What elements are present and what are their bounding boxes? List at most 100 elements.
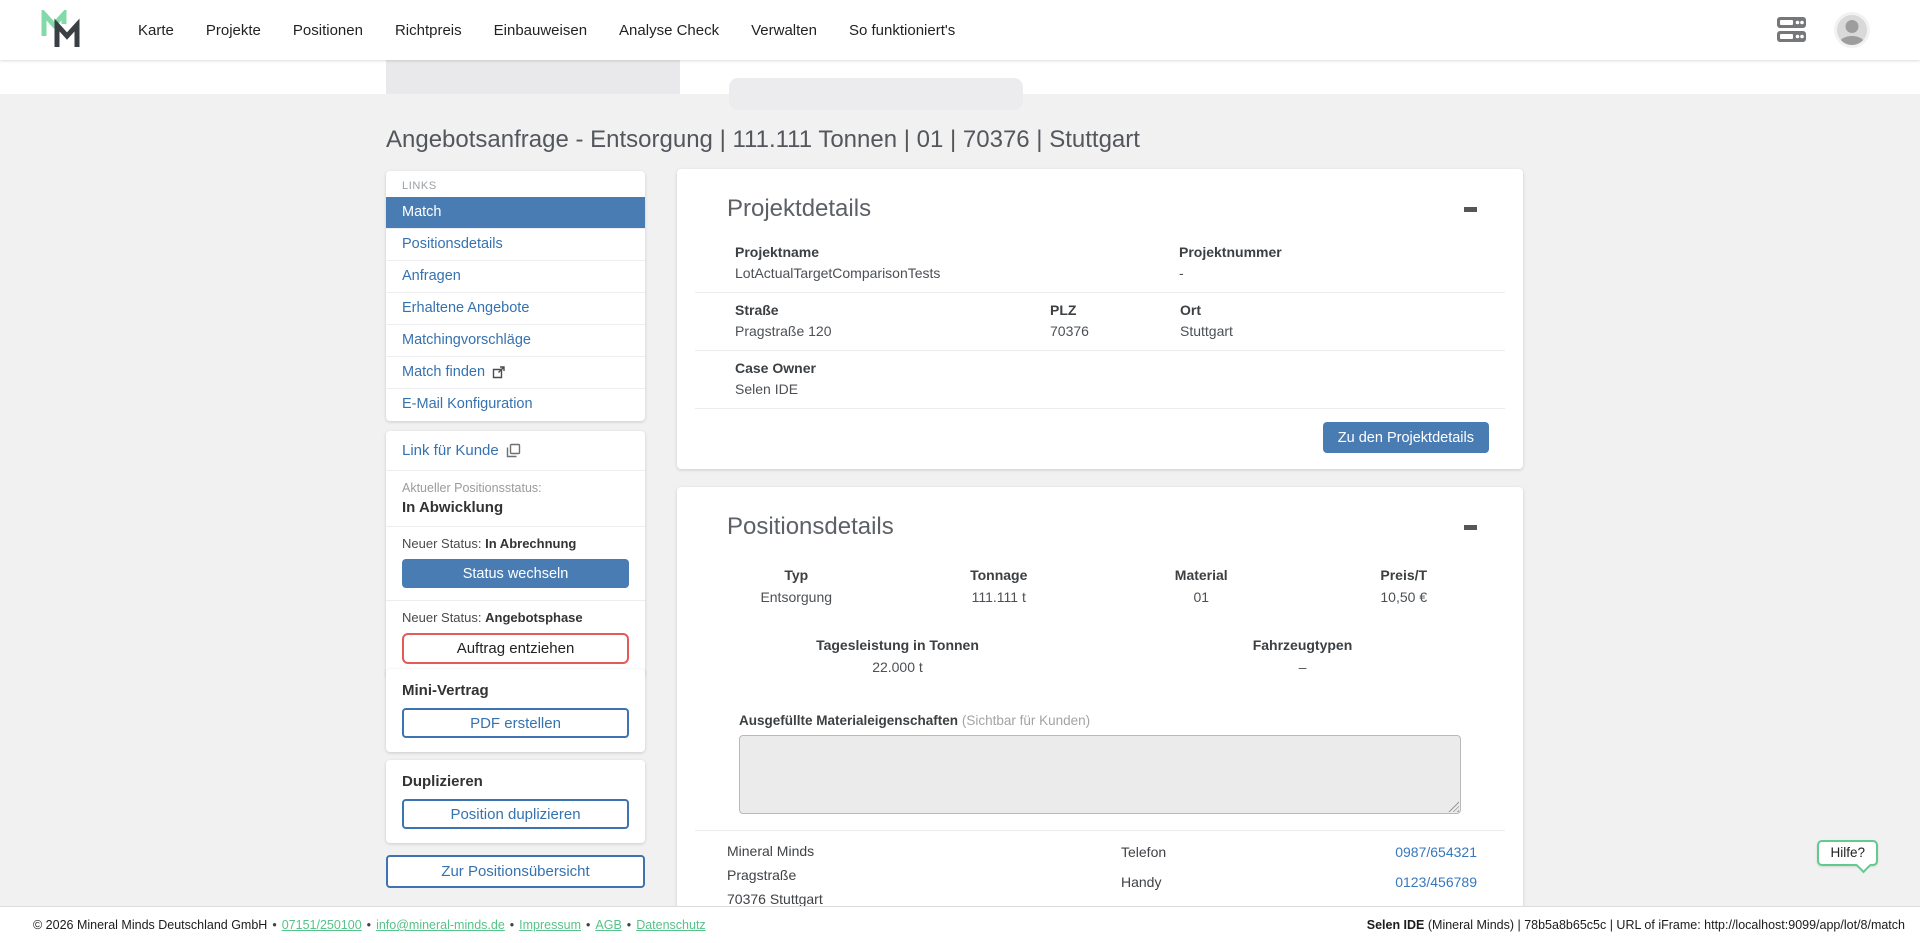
separator-dot: • [509, 918, 515, 932]
footer-session-info: Selen IDE (Mineral Minds) | 78b5a8b65c5c… [1367, 918, 1905, 932]
help-button[interactable]: Hilfe? [1817, 840, 1878, 866]
phone-label: Telefon [1121, 844, 1167, 860]
session-details: (Mineral Minds) | 78b5a8b65c5c | URL of … [1424, 918, 1905, 932]
contact-company: Mineral Minds [727, 843, 815, 859]
collapse-positionsdetails-button[interactable] [1462, 519, 1479, 536]
footer-agb-link[interactable]: AGB [595, 918, 622, 932]
nav-item-einbauweisen[interactable]: Einbauweisen [493, 21, 588, 39]
sidebar-item-label: E-Mail Konfiguration [402, 396, 533, 412]
divider [386, 600, 645, 601]
auftrag-entziehen-button[interactable]: Auftrag entziehen [402, 633, 629, 664]
projektdetails-card: Projektdetails Projektname LotActualTarg… [677, 169, 1523, 469]
project-row-3: Case Owner Selen IDE [677, 351, 1523, 408]
tonnage-cell: Tonnage 111.111 t [898, 567, 1101, 605]
sidebar-item-label: Match [402, 204, 442, 220]
case-owner-label: Case Owner [735, 360, 816, 376]
page-title: Angebotsanfrage - Entsorgung | 111.111 T… [386, 126, 1140, 154]
sidebar-item-label: Match finden [402, 364, 486, 380]
mobile-link[interactable]: 0123/456789 [1395, 874, 1477, 890]
sidebar-item-match-finden[interactable]: Match finden [386, 356, 645, 388]
contact-city: 70376 Stuttgart [727, 891, 823, 906]
pdf-erstellen-button[interactable]: PDF erstellen [402, 708, 629, 738]
project-row-1: Projektname LotActualTargetComparisonTes… [677, 235, 1523, 292]
sidebar-item-anfragen[interactable]: Anfragen [386, 260, 645, 292]
material-properties-label: Ausgefüllte Materialeigenschaften [739, 713, 959, 728]
contact-mobile-row: Handy 0123/456789 [1121, 874, 1477, 890]
material-properties-label-row: Ausgefüllte Materialeigenschaften (Sicht… [739, 713, 1461, 728]
preis-label: Preis/T [1380, 567, 1428, 583]
preis-value: 10,50 € [1380, 589, 1428, 605]
sidebar-item-email-konfiguration[interactable]: E-Mail Konfiguration [386, 388, 645, 420]
session-user: Selen IDE [1366, 918, 1425, 932]
customer-link[interactable]: Link für Kunde [386, 431, 645, 470]
footer-datenschutz-link[interactable]: Datenschutz [636, 918, 706, 932]
nav-right-icons [1774, 12, 1870, 48]
footer-email-link[interactable]: info@mineral-minds.de [376, 918, 505, 932]
current-status-value: In Abwicklung [402, 499, 504, 516]
tagesleistung-label: Tagesleistung in Tonnen [816, 637, 979, 653]
nav-menu: Karte Projekte Positionen Richtpreis Ein… [138, 22, 955, 39]
status-wechseln-button[interactable]: Status wechseln [402, 559, 629, 588]
ort-value: Stuttgart [1180, 323, 1233, 339]
sidebar-item-match[interactable]: Match [386, 197, 645, 228]
position-summary-row-2: Tagesleistung in Tonnen 22.000 t Fahrzeu… [695, 637, 1505, 675]
sidebar-item-erhaltene-angebote[interactable]: Erhaltene Angebote [386, 292, 645, 324]
plz-value: 70376 [1050, 323, 1089, 339]
mini-vertrag-card: Mini-Vertrag PDF erstellen [386, 669, 645, 752]
user-avatar-icon[interactable] [1834, 12, 1870, 48]
next-status-value: Angebotsphase [485, 610, 583, 625]
footer-phone-link[interactable]: 07151/250100 [281, 918, 362, 932]
positionsdetails-card: Positionsdetails Typ Entsorgung Tonnage … [677, 487, 1523, 906]
contact-address: Mineral Minds Pragstraße 70376 Stuttgart [727, 843, 1121, 906]
nav-item-so-funktionierts[interactable]: So funktioniert's [848, 21, 956, 39]
duplizieren-title: Duplizieren [402, 773, 483, 790]
tonnage-value: 111.111 t [971, 589, 1026, 605]
card-reader-icon[interactable] [1774, 16, 1808, 44]
duplizieren-card: Duplizieren Position duplizieren [386, 760, 645, 843]
fahrzeugtypen-cell: Fahrzeugtypen – [1100, 637, 1505, 675]
links-card-title: LINKS [402, 180, 437, 192]
material-properties-field-wrap [739, 735, 1461, 814]
sidebar-item-matchingvorschlaege[interactable]: Matchingvorschläge [386, 324, 645, 356]
projektname-label: Projektname [735, 244, 820, 260]
divider [695, 408, 1505, 409]
minus-icon [1464, 524, 1477, 530]
zu-den-projektdetails-button[interactable]: Zu den Projektdetails [1322, 422, 1489, 453]
content-area: Angebotsanfrage - Entsorgung | 111.111 T… [0, 94, 1920, 906]
zur-positionsuebersicht-button[interactable]: Zur Positionsübersicht [386, 855, 645, 888]
collapse-projektdetails-button[interactable] [1462, 201, 1479, 218]
material-properties-textarea[interactable] [739, 735, 1461, 814]
external-link-icon [492, 366, 505, 379]
mineral-minds-logo-icon[interactable] [40, 10, 92, 50]
nav-item-karte[interactable]: Karte [138, 21, 174, 39]
sidebar-item-label: Positionsdetails [402, 236, 503, 252]
sidebar-links-card: LINKS Match Positionsdetails Anfragen Er… [386, 171, 645, 421]
footer-impressum-link[interactable]: Impressum [519, 918, 581, 932]
contact-phone-row: Telefon 0987/654321 [1121, 844, 1477, 860]
nav-item-verwalten[interactable]: Verwalten [751, 21, 817, 39]
position-duplizieren-button[interactable]: Position duplizieren [402, 799, 629, 829]
separator-dot: • [586, 918, 591, 932]
footer: © 2026 Mineral Minds Deutschland GmbH • … [0, 906, 1920, 943]
projektdetails-title: Projektdetails [727, 195, 872, 222]
separator-dot: • [626, 918, 632, 932]
phone-link[interactable]: 0987/654321 [1395, 844, 1477, 860]
resize-grip-icon[interactable] [1448, 801, 1459, 812]
next-status-label: Neuer Status: [402, 610, 482, 625]
footer-left: © 2026 Mineral Minds Deutschland GmbH • … [33, 918, 706, 932]
mobile-label: Handy [1121, 874, 1162, 890]
nav-item-projekte[interactable]: Projekte [205, 21, 261, 39]
current-status-label: Aktueller Positionsstatus: [402, 481, 542, 495]
top-navigation: Karte Projekte Positionen Richtpreis Ein… [0, 0, 1920, 60]
project-row-2: Straße Pragstraße 120 PLZ 70376 Ort Stut… [677, 293, 1523, 350]
nav-item-analyse-check[interactable]: Analyse Check [619, 21, 720, 39]
divider [386, 470, 645, 471]
sidebar-item-label: Erhaltene Angebote [402, 300, 530, 316]
sidebar-item-positionsdetails[interactable]: Positionsdetails [386, 228, 645, 260]
nav-item-positionen[interactable]: Positionen [292, 21, 363, 39]
divider [695, 350, 1505, 351]
nav-item-richtpreis[interactable]: Richtpreis [394, 21, 462, 39]
material-value: 01 [1193, 589, 1210, 605]
next-status-line-1: Neuer Status: In Abrechnung [386, 527, 645, 551]
